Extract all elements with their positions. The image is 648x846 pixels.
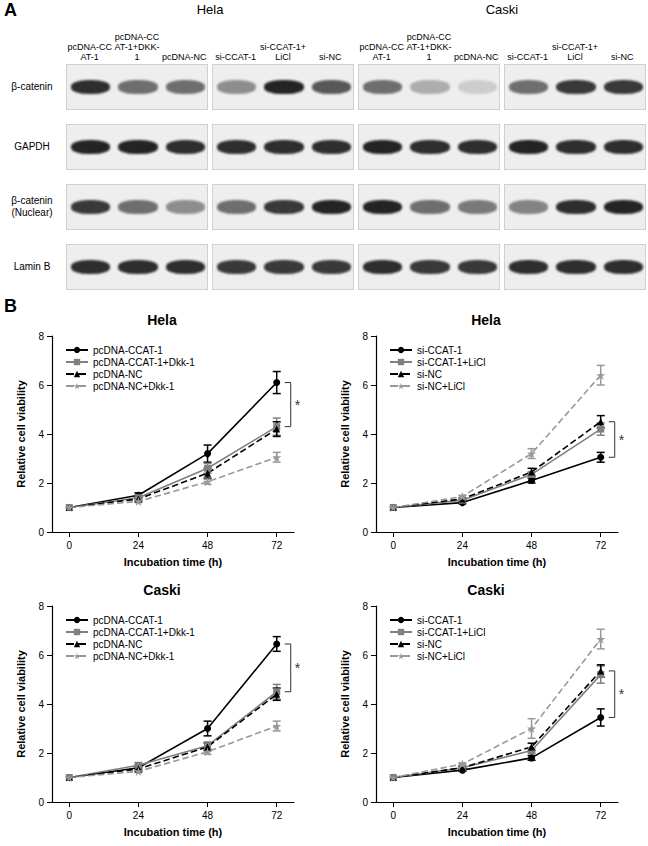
- svg-text:8: 8: [362, 601, 368, 612]
- html-text:pcDNA-CCAT-1: pcDNA-CCAT-1: [359, 42, 404, 62]
- html-text:si-NC: si-NC: [611, 52, 634, 62]
- svg-text:*: *: [619, 686, 625, 702]
- svg-text:4: 4: [38, 429, 44, 440]
- svg-text:2: 2: [362, 748, 368, 759]
- svg-text:48: 48: [526, 540, 538, 551]
- svg-text:pcDNA-NC+Dkk-1: pcDNA-NC+Dkk-1: [93, 651, 175, 662]
- html-text:pcDNA-CCAT-1+DKK-1: pcDNA-CCAT-1+DKK-1: [114, 32, 160, 62]
- html-text:β-catenin (Nuclear): β-catenin (Nuclear): [11, 195, 53, 218]
- svg-text:48: 48: [202, 810, 214, 821]
- html-text:pcDNA-CCAT-1: pcDNA-CCAT-1: [67, 42, 112, 62]
- svg-text:0: 0: [38, 527, 44, 538]
- svg-text:8: 8: [38, 601, 44, 612]
- svg-text:pcDNA-CCAT-1: pcDNA-CCAT-1: [93, 615, 163, 626]
- svg-text:Caski: Caski: [143, 582, 180, 598]
- svg-text:0: 0: [67, 810, 73, 821]
- html-text:pcDNA-NC: pcDNA-NC: [162, 52, 207, 62]
- svg-text:si-CCAT-1: si-CCAT-1: [417, 345, 463, 356]
- svg-text:24: 24: [133, 810, 145, 821]
- svg-text:24: 24: [457, 540, 469, 551]
- svg-text:4: 4: [362, 699, 368, 710]
- svg-text:2: 2: [362, 478, 368, 489]
- html-text:pcDNA-CCAT-1+DKK-1: pcDNA-CCAT-1+DKK-1: [406, 32, 452, 62]
- svg-text:4: 4: [38, 699, 44, 710]
- svg-text:24: 24: [133, 540, 145, 551]
- html-text:A: A: [4, 0, 17, 20]
- svg-text:2: 2: [38, 748, 44, 759]
- svg-text:Hela: Hela: [147, 312, 177, 328]
- html-text:pcDNA-NC: pcDNA-NC: [454, 52, 499, 62]
- svg-text:si-CCAT-1+LiCl: si-CCAT-1+LiCl: [417, 627, 485, 638]
- svg-text:Incubation time (h): Incubation time (h): [448, 556, 547, 568]
- svg-text:Relative cell viability: Relative cell viability: [339, 649, 351, 757]
- svg-text:72: 72: [595, 540, 607, 551]
- svg-text:0: 0: [391, 810, 397, 821]
- svg-text:Relative cell viability: Relative cell viability: [15, 649, 27, 757]
- svg-text:0: 0: [362, 527, 368, 538]
- svg-text:si-NC+LiCl: si-NC+LiCl: [417, 651, 465, 662]
- svg-text:pcDNA-CCAT-1: pcDNA-CCAT-1: [93, 345, 163, 356]
- svg-text:si-NC: si-NC: [417, 369, 442, 380]
- svg-text:4: 4: [362, 429, 368, 440]
- svg-text:48: 48: [202, 540, 214, 551]
- svg-text:48: 48: [526, 810, 538, 821]
- svg-text:Hela: Hela: [471, 312, 501, 328]
- svg-text:si-NC: si-NC: [417, 639, 442, 650]
- svg-text:72: 72: [595, 810, 607, 821]
- html-text:si-CCAT-1: si-CCAT-1: [215, 52, 257, 62]
- svg-text:0: 0: [67, 540, 73, 551]
- svg-text:si-CCAT-1: si-CCAT-1: [417, 615, 463, 626]
- html-text:si-CCAT-1: si-CCAT-1: [507, 52, 549, 62]
- svg-text:Incubation time (h): Incubation time (h): [448, 826, 547, 838]
- svg-text:pcDNA-CCAT-1+Dkk-1: pcDNA-CCAT-1+Dkk-1: [93, 627, 195, 638]
- svg-text:6: 6: [362, 650, 368, 661]
- svg-text:24: 24: [457, 810, 469, 821]
- svg-text:*: *: [295, 397, 301, 413]
- html-text:β-catenin: β-catenin: [11, 81, 53, 92]
- svg-text:8: 8: [362, 331, 368, 342]
- html-text:si-CCAT-1+LiCl: si-CCAT-1+LiCl: [259, 42, 306, 62]
- html-text:Lamin B: Lamin B: [13, 261, 51, 272]
- svg-text:Caski: Caski: [467, 582, 504, 598]
- html-text:si-CCAT-1+LiCl: si-CCAT-1+LiCl: [551, 42, 598, 62]
- svg-text:si-NC+LiCl: si-NC+LiCl: [417, 381, 465, 392]
- svg-text:si-CCAT-1+LiCl: si-CCAT-1+LiCl: [417, 357, 485, 368]
- svg-text:6: 6: [38, 380, 44, 391]
- svg-text:2: 2: [38, 478, 44, 489]
- html-text:si-NC: si-NC: [319, 52, 342, 62]
- svg-text:6: 6: [38, 650, 44, 661]
- svg-text:Incubation time (h): Incubation time (h): [124, 826, 223, 838]
- svg-text:0: 0: [362, 797, 368, 808]
- svg-text:0: 0: [391, 540, 397, 551]
- svg-text:8: 8: [38, 331, 44, 342]
- svg-text:*: *: [619, 432, 625, 448]
- svg-text:Incubation time (h): Incubation time (h): [124, 556, 223, 568]
- svg-text:pcDNA-NC: pcDNA-NC: [93, 369, 142, 380]
- svg-text:pcDNA-NC: pcDNA-NC: [93, 639, 142, 650]
- svg-text:*: *: [295, 660, 301, 676]
- svg-text:Relative cell viability: Relative cell viability: [15, 379, 27, 487]
- svg-text:pcDNA-CCAT-1+Dkk-1: pcDNA-CCAT-1+Dkk-1: [93, 357, 195, 368]
- html-text:GAPDH: GAPDH: [14, 141, 50, 152]
- html-text:Caski: Caski: [485, 2, 519, 17]
- svg-text:72: 72: [271, 540, 283, 551]
- svg-text:6: 6: [362, 380, 368, 391]
- html-text:B: B: [4, 296, 17, 316]
- html-text:Hela: Hela: [196, 2, 224, 17]
- svg-text:pcDNA-NC+Dkk-1: pcDNA-NC+Dkk-1: [93, 381, 175, 392]
- svg-text:Relative cell viability: Relative cell viability: [339, 379, 351, 487]
- svg-text:72: 72: [271, 810, 283, 821]
- svg-text:0: 0: [38, 797, 44, 808]
